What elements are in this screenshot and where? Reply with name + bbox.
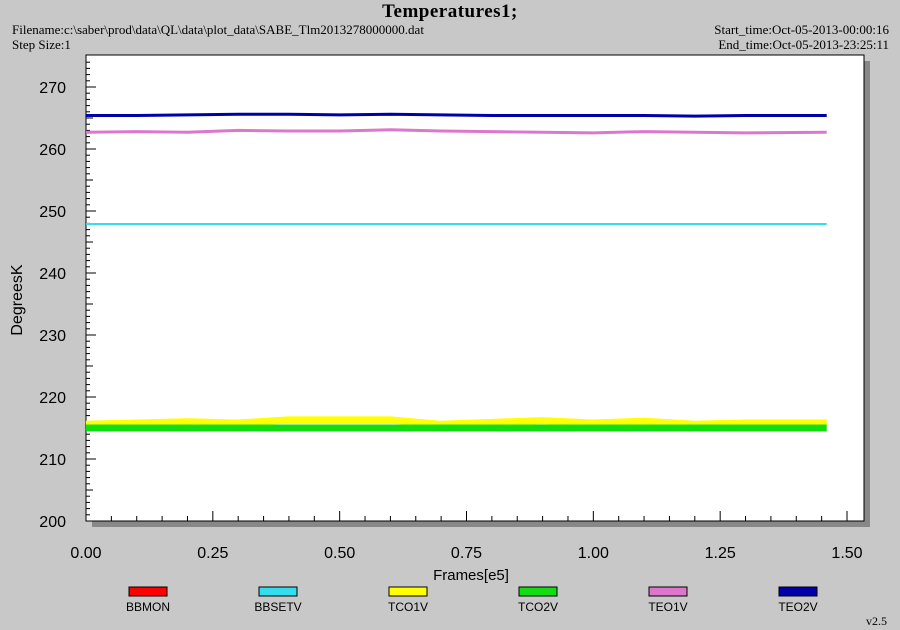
version-label: v2.5	[866, 614, 887, 628]
x-axis-label: Frames[e5]	[433, 567, 509, 584]
x-tick-label: 1.50	[831, 545, 862, 562]
x-tick-label: 0.50	[324, 545, 355, 562]
start-time-text: Start_time:Oct-05-2013-00:00:16	[714, 22, 889, 37]
legend-label-teo1v: TEO1V	[648, 600, 687, 614]
legend-swatch-tco2v	[518, 586, 558, 597]
time-info: Start_time:Oct-05-2013-00:00:16 End_time…	[714, 22, 889, 52]
series-line-teo1v	[85, 128, 827, 135]
legend-label-tco1v: TCO1V	[388, 600, 428, 614]
series-line-teo2v	[86, 112, 827, 118]
y-tick-label: 240	[39, 266, 66, 283]
legend: BBMON BBSETV TCO1V TCO2V TEO1V TEO2V	[126, 586, 818, 614]
y-tick-label: 200	[39, 514, 66, 531]
y-tick-label: 230	[39, 328, 66, 345]
legend-label-tco2v: TCO2V	[518, 600, 558, 614]
x-tick-label: 0.25	[197, 545, 228, 562]
legend-swatch-bbsetv	[258, 586, 298, 597]
legend-swatch-tco1v	[388, 586, 428, 597]
step-size-text: Step Size:1	[12, 37, 71, 52]
plot-area	[85, 54, 865, 522]
y-axis-label: DegreesK	[9, 264, 26, 335]
y-tick-label: 220	[39, 390, 66, 407]
x-tick-label: 0.00	[70, 545, 101, 562]
end-time-text: End_time:Oct-05-2013-23:25:11	[718, 37, 889, 52]
y-tick-label: 270	[39, 80, 66, 97]
y-tick-label: 210	[39, 452, 66, 469]
series-layer	[85, 112, 827, 432]
legend-label-bbmon: BBMON	[126, 600, 170, 614]
file-info: Filename:c:\saber\prod\data\QL\data\plot…	[12, 22, 424, 52]
chart-title: Temperatures1;	[382, 1, 518, 22]
legend-swatch-bbmon	[128, 586, 168, 597]
y-axis: 200 210 220 230 240 250 260 270	[39, 61, 96, 531]
legend-label-bbsetv: BBSETV	[254, 600, 301, 614]
x-axis: 0.00 0.25 0.50 0.75 1.00 1.25 1.50	[70, 511, 863, 562]
series-line-tco1v	[85, 416, 827, 428]
y-tick-label: 250	[39, 204, 66, 221]
legend-swatch-teo1v	[648, 586, 688, 597]
x-tick-label: 1.25	[705, 545, 736, 562]
filename-text: Filename:c:\saber\prod\data\QL\data\plot…	[12, 22, 424, 37]
legend-swatch-teo2v	[778, 586, 818, 597]
y-tick-label: 260	[39, 142, 66, 159]
x-tick-label: 1.00	[578, 545, 609, 562]
x-tick-label: 0.75	[451, 545, 482, 562]
legend-label-teo2v: TEO2V	[778, 600, 817, 614]
